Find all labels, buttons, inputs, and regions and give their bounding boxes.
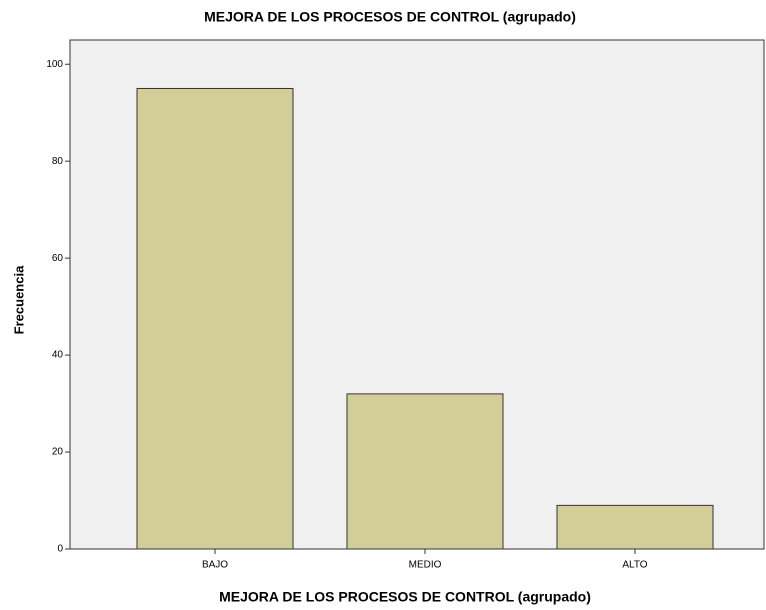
x-tick-label: ALTO — [622, 560, 647, 571]
y-tick-label: 60 — [52, 253, 64, 264]
y-tick-label: 100 — [46, 59, 63, 70]
y-tick-label: 80 — [52, 156, 64, 167]
x-axis-title: MEJORA DE LOS PROCESOS DE CONTROL (agrup… — [219, 589, 591, 605]
bar — [136, 87, 294, 550]
y-axis-title: Frecuencia — [11, 265, 26, 334]
x-tick-label: BAJO — [202, 560, 228, 571]
bar — [556, 504, 714, 550]
bar — [346, 393, 504, 550]
x-tick-label: MEDIO — [409, 560, 442, 571]
y-tick-label: 20 — [52, 447, 64, 458]
y-tick-label: 40 — [52, 350, 64, 361]
chart-title: MEJORA DE LOS PROCESOS DE CONTROL (agrup… — [204, 9, 576, 25]
y-tick-label: 0 — [57, 544, 63, 555]
